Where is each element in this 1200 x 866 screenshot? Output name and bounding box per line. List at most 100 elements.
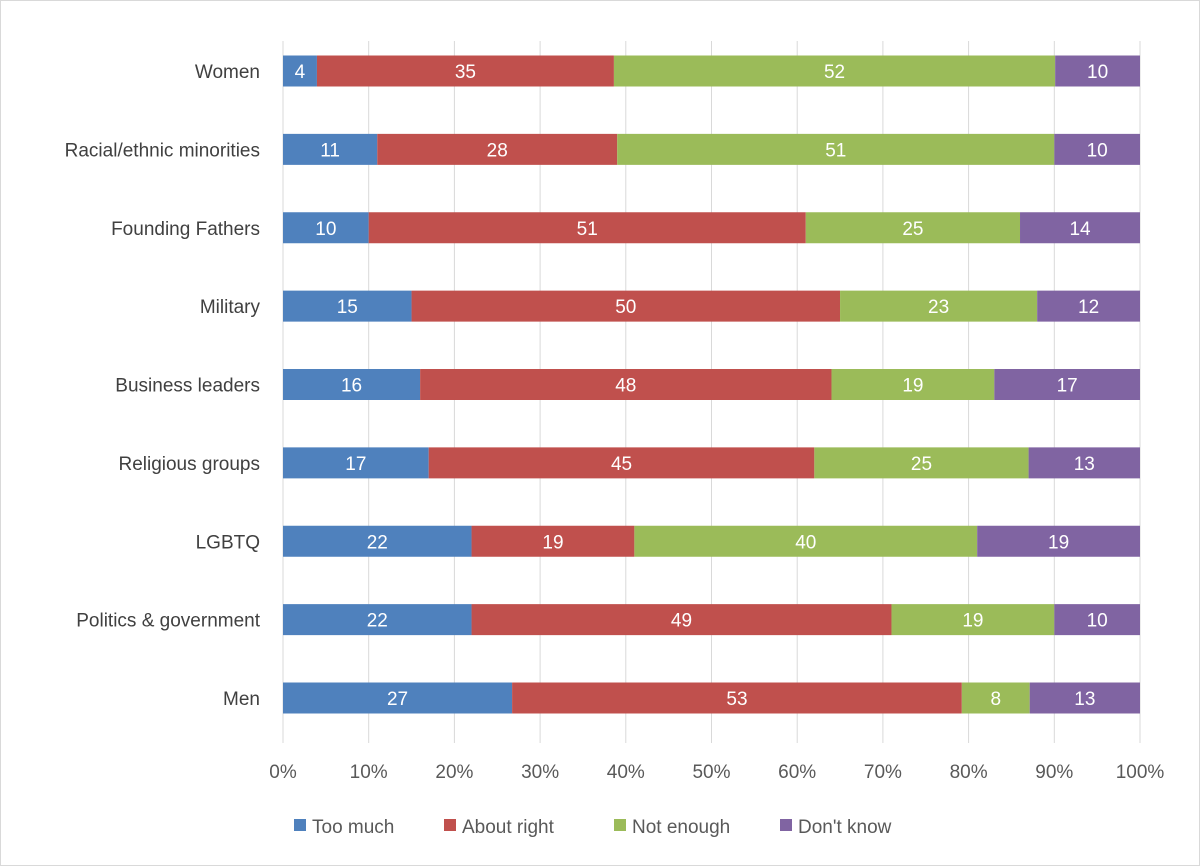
bar-segment [1020, 212, 1140, 244]
data-label: 23 [928, 297, 949, 318]
data-label: 13 [1074, 454, 1095, 475]
bar-segment [411, 290, 841, 322]
legend-swatch [294, 819, 306, 831]
x-tick-label: 70% [864, 762, 902, 783]
bar-segment [840, 290, 1038, 322]
bar-segment [1055, 55, 1140, 87]
data-label: 19 [542, 532, 563, 553]
legend-swatch [780, 819, 792, 831]
data-label: 27 [387, 689, 408, 710]
legend-label: Too much [312, 817, 394, 838]
data-label: 17 [1057, 376, 1078, 397]
data-label: 45 [611, 454, 632, 475]
bar-segment [283, 369, 421, 400]
bar-segment [283, 55, 317, 87]
data-label: 53 [726, 689, 747, 710]
legend-label: Not enough [632, 817, 730, 838]
bar-segment [994, 369, 1140, 400]
data-label: 16 [341, 376, 362, 397]
data-label: 11 [320, 140, 340, 161]
category-label: Religious groups [118, 454, 260, 475]
bar-segment [428, 447, 815, 479]
data-label: 19 [902, 376, 923, 397]
data-label: 22 [367, 532, 388, 553]
data-label: 51 [577, 219, 598, 240]
x-tick-label: 20% [435, 762, 473, 783]
bar-segment [977, 525, 1140, 557]
bar-segment [283, 212, 369, 244]
bar-segment [377, 133, 618, 165]
category-label: Military [200, 297, 261, 318]
category-label: Racial/ethnic minorities [65, 140, 260, 161]
data-label: 25 [911, 454, 932, 475]
bar-segment [471, 604, 892, 636]
category-label: Women [195, 62, 260, 83]
bar-segment [805, 212, 1021, 244]
legend-label: Don't know [798, 817, 892, 838]
bar-segment [891, 604, 1055, 636]
bar-segment [831, 369, 995, 400]
x-tick-label: 10% [350, 762, 388, 783]
data-label: 48 [615, 376, 636, 397]
data-label: 52 [824, 62, 845, 83]
x-tick-label: 30% [521, 762, 559, 783]
data-label: 28 [487, 140, 508, 161]
data-label: 10 [315, 219, 336, 240]
data-label: 10 [1087, 611, 1108, 632]
data-label: 51 [825, 140, 846, 161]
bar-segment [1028, 447, 1140, 479]
data-label: 8 [990, 689, 1001, 710]
data-label: 35 [455, 62, 476, 83]
x-tick-label: 90% [1035, 762, 1073, 783]
bar-segment [613, 55, 1056, 87]
category-label: Men [223, 689, 260, 710]
x-tick-label: 80% [950, 762, 988, 783]
legend-swatch [444, 819, 456, 831]
category-label: Founding Fathers [111, 219, 260, 240]
data-label: 10 [1087, 62, 1108, 83]
bar-segment [283, 682, 513, 714]
data-label: 25 [902, 219, 923, 240]
bar-segment [283, 525, 472, 557]
data-label: 50 [615, 297, 636, 318]
bar-segment [1054, 133, 1140, 165]
bar-segment [814, 447, 1029, 479]
data-label: 40 [795, 532, 816, 553]
data-label: 22 [367, 611, 388, 632]
data-label: 19 [962, 611, 983, 632]
data-label: 13 [1074, 689, 1095, 710]
bar-segment [471, 525, 635, 557]
data-label: 12 [1078, 297, 1099, 318]
data-label: 49 [671, 611, 692, 632]
bar-segment [617, 133, 1055, 165]
bar-segment [283, 133, 378, 165]
bar-segment [316, 55, 614, 87]
data-label: 17 [345, 454, 366, 475]
x-tick-label: 60% [778, 762, 816, 783]
category-label: Business leaders [115, 376, 260, 397]
x-tick-label: 50% [692, 762, 730, 783]
legend-label: About right [462, 817, 555, 838]
x-tick-label: 40% [607, 762, 645, 783]
bar-segment [283, 447, 429, 479]
bar-segment [368, 212, 806, 244]
x-tick-label: 0% [269, 762, 297, 783]
category-label: LGBTQ [196, 532, 260, 553]
data-label: 15 [337, 297, 358, 318]
data-label: 14 [1069, 219, 1091, 240]
x-tick-label: 100% [1116, 762, 1165, 783]
category-label: Politics & government [76, 611, 260, 632]
data-label: 19 [1048, 532, 1069, 553]
bar-segment [283, 290, 412, 322]
bar-segment [420, 369, 832, 400]
bar-segment [512, 682, 962, 714]
data-label: 4 [295, 62, 306, 83]
bar-segment [634, 525, 978, 557]
legend-swatch [614, 819, 626, 831]
bar-segment [1037, 290, 1140, 322]
bar-segment [961, 682, 1030, 714]
data-label: 10 [1087, 140, 1108, 161]
bar-segment [1054, 604, 1140, 636]
